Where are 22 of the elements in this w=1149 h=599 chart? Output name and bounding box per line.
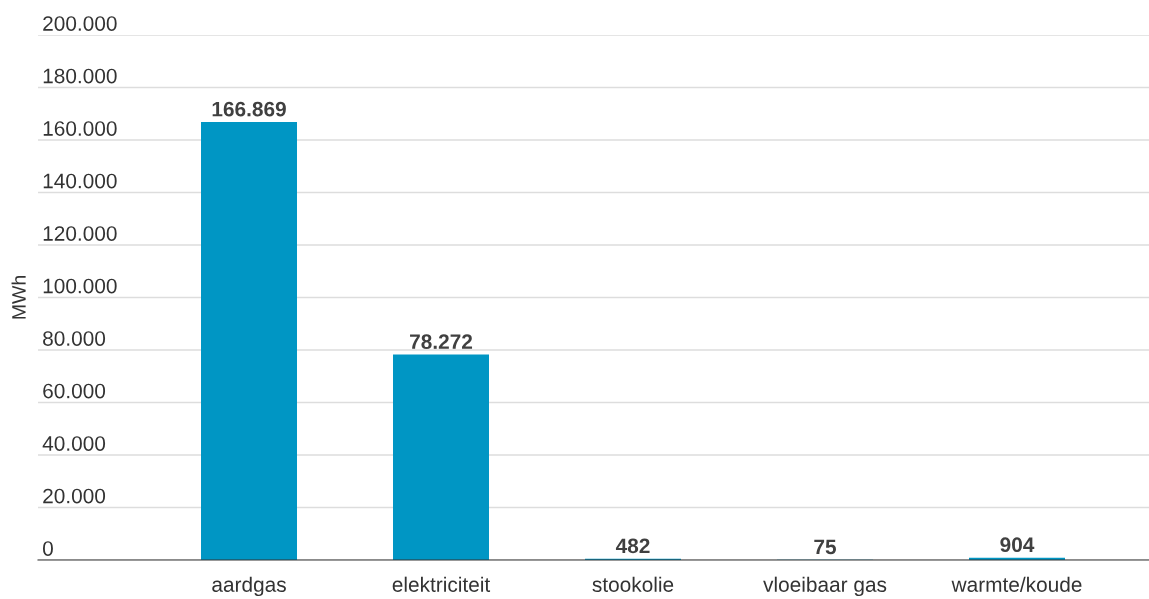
data-label: 904: [1000, 537, 1035, 553]
data-label: 482: [615, 538, 650, 554]
y-tick-label: 60.000: [43, 383, 106, 399]
y-tick-label: 120.000: [43, 226, 117, 241]
y-tick-label: 80.000: [43, 331, 106, 346]
data-label: 166.869: [212, 101, 286, 117]
x-tick-label: warmte/koude: [951, 576, 1082, 592]
y-tick-label: 100.000: [43, 278, 117, 294]
y-tick-label: 20.000: [43, 488, 106, 504]
y-tick-label: 40.000: [42, 436, 106, 451]
data-label: 75: [814, 539, 837, 555]
y-tick-label: 140.000: [43, 173, 117, 189]
x-tick-label: aardgas: [212, 576, 286, 597]
y-tick-label: 160.000: [43, 121, 117, 136]
y-tick-label: 180.000: [43, 68, 117, 84]
data-label: 78.272: [410, 334, 473, 350]
x-tick-label: stookolie: [592, 576, 674, 592]
x-tick-label: elektriciteit: [392, 576, 491, 592]
y-tick-label: 200.000: [43, 16, 117, 31]
y-axis-title: MWh: [11, 276, 26, 319]
y-tick-label: 0: [42, 541, 53, 556]
x-tick-label: vloeibaar gas: [763, 576, 887, 597]
